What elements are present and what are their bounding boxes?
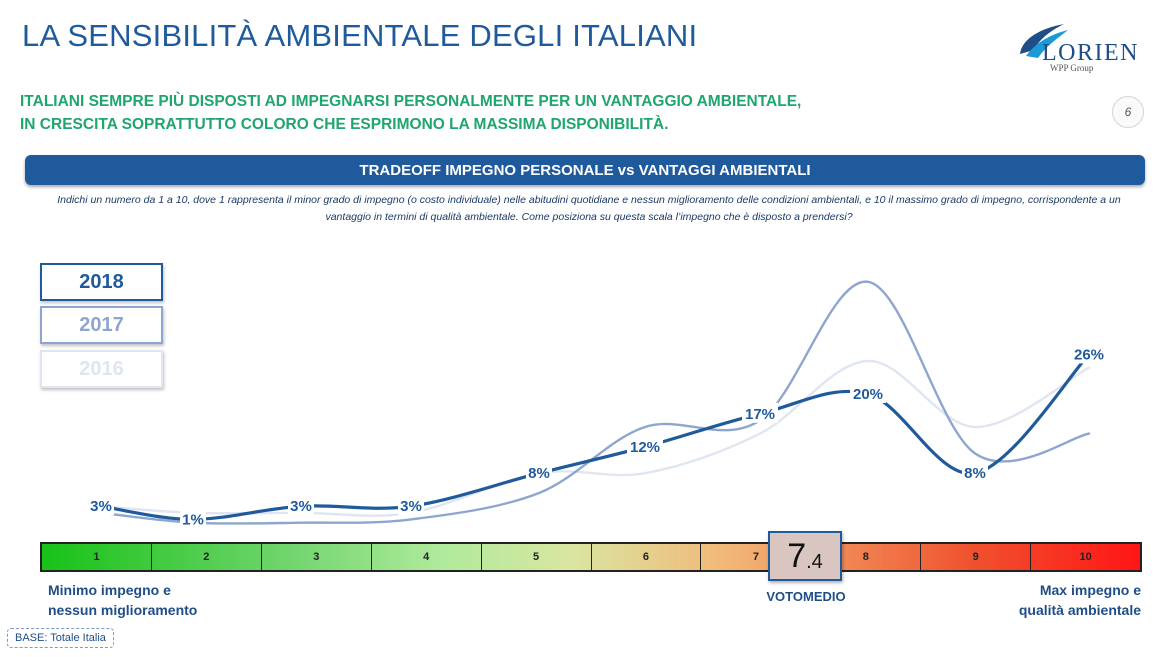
legend-2016: 2016 — [40, 350, 163, 388]
scale-min-label: Minimo impegno e nessun miglioramento — [48, 580, 197, 620]
scale-tick-3: 3 — [262, 544, 372, 570]
scale-min-label-line-2: nessun miglioramento — [48, 602, 198, 618]
series-2017-line — [99, 280, 1091, 525]
page-title: LA SENSIBILITÀ AMBIENTALE DEGLI ITALIANI — [22, 18, 698, 53]
legend-2018: 2018 — [40, 263, 163, 301]
scale-max-label: Max impegno e qualità ambientale — [1019, 580, 1141, 620]
data-label-2018-9: 8% — [964, 465, 986, 482]
average-vote-decimal: .4 — [806, 551, 823, 573]
data-label-2018-2: 1% — [182, 511, 204, 528]
data-label-bg-2 — [180, 508, 206, 529]
page-number: 6 — [1112, 96, 1144, 128]
scale-min-label-line-1: Minimo impegno e — [48, 582, 171, 598]
question-text: Indichi un numero da 1 a 10, dove 1 rapp… — [57, 194, 1121, 223]
data-label-bg-5 — [526, 462, 552, 483]
data-label-2018-8: 20% — [853, 386, 883, 403]
base-note: BASE: Totale Italia — [7, 628, 114, 648]
data-label-bg-7 — [742, 402, 778, 423]
data-label-2018-4: 3% — [400, 498, 422, 515]
legend-2017: 2017 — [40, 306, 163, 344]
scale-tick-5: 5 — [482, 544, 592, 570]
logo-text: LORIEN — [1042, 40, 1139, 66]
scale-max-label-line-1: Max impegno e — [1039, 582, 1141, 598]
logo-subtitle: WPP Group — [1050, 63, 1094, 73]
series-2018-line — [99, 352, 1091, 522]
scale-tick-9: 9 — [921, 544, 1032, 570]
series-2016-line — [99, 359, 1091, 517]
data-label-bg-8 — [850, 383, 886, 403]
lorien-logo-icon — [1020, 24, 1068, 58]
average-vote-integer: 7 — [787, 537, 807, 575]
average-vote-box: 7.4 — [768, 531, 842, 581]
rating-scale: 1 2 3 4 5 6 7 8 9 10 — [40, 542, 1142, 572]
data-label-2018-10: 26% — [1074, 346, 1104, 363]
section-banner: TRADEOFF IMPEGNO PERSONALE vs VANTAGGI A… — [25, 155, 1145, 185]
data-label-2018-5: 8% — [528, 465, 550, 482]
headline-line-2: IN CRESCITA SOPRATTUTTO COLORO CHE ESPRI… — [20, 116, 669, 133]
scale-tick-2: 2 — [152, 544, 262, 570]
scale-tick-10: 10 — [1079, 551, 1092, 563]
headline-line-1: ITALIANI SEMPRE PIÙ DISPOSTI AD IMPEGNAR… — [20, 93, 802, 110]
data-label-bg-4 — [398, 495, 424, 516]
data-label-bg-9 — [962, 462, 988, 483]
scale-tick-8: 8 — [811, 544, 922, 570]
data-label-bg-3 — [288, 495, 314, 516]
scale-tick-1: 1 — [42, 544, 152, 570]
data-label-2018-1: 3% — [90, 498, 112, 515]
scale-max-label-line-2: qualità ambientale — [1018, 602, 1141, 618]
data-label-2018-6: 12% — [630, 439, 660, 456]
data-label-bg-10 — [1071, 343, 1107, 364]
average-vote-label: VOTOMEDIO — [766, 589, 846, 604]
scale-tick-4: 4 — [372, 544, 482, 570]
data-label-2018-3: 3% — [290, 498, 312, 515]
data-label-bg-1 — [88, 495, 114, 516]
data-label-bg-6 — [627, 435, 663, 456]
headline: ITALIANI SEMPRE PIÙ DISPOSTI AD IMPEGNAR… — [20, 90, 801, 136]
data-label-2018-7: 17% — [745, 406, 775, 423]
scale-tick-6: 6 — [592, 544, 702, 570]
